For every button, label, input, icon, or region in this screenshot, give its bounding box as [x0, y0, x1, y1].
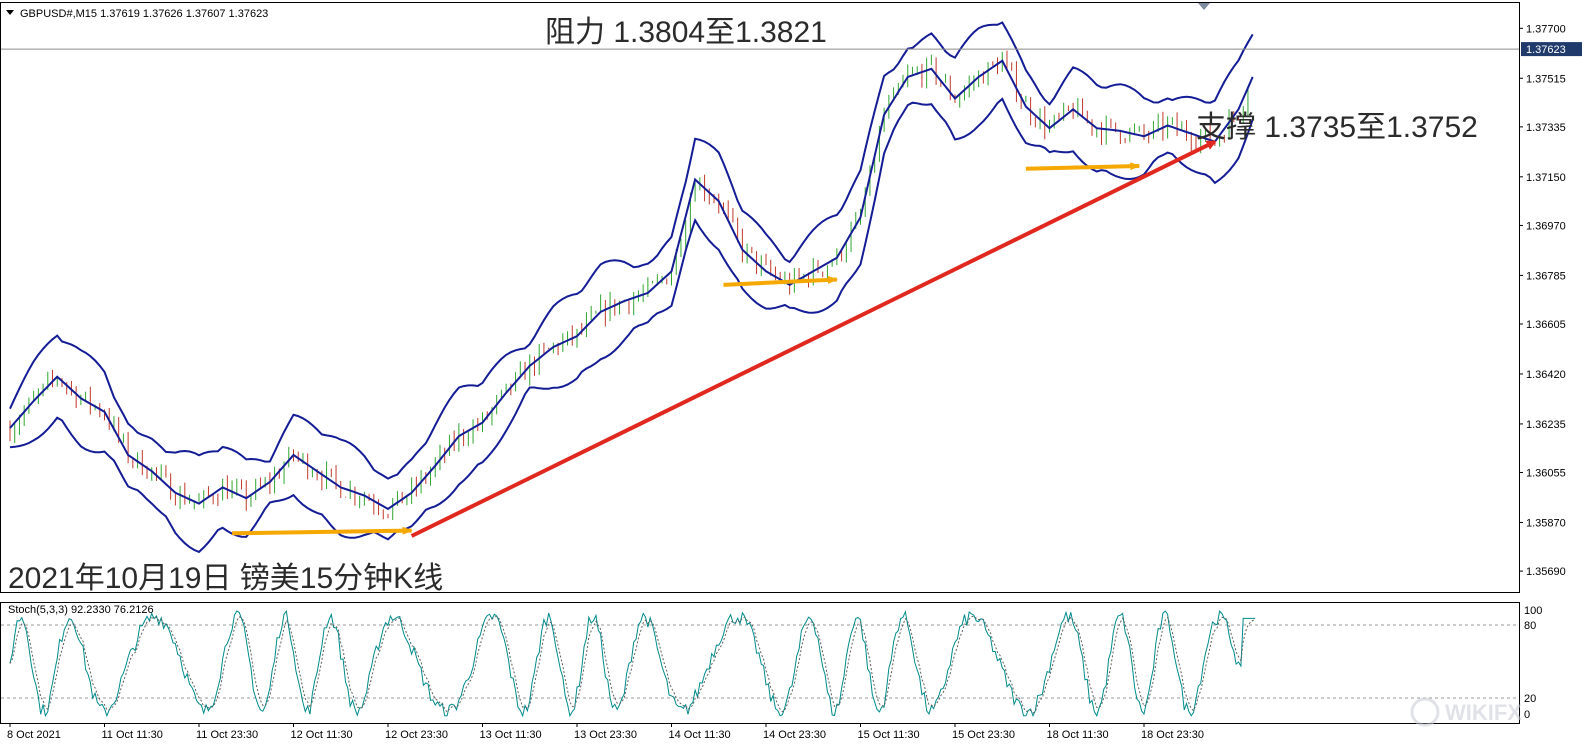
- time-tick-label: 15 Oct 11:30: [858, 729, 920, 741]
- stochastic-series: [9, 609, 1256, 718]
- current-price-tag: 1.37623: [1521, 42, 1582, 57]
- time-axis: 8 Oct 2021 11 Oct 11:30 11 Oct 23:30 12 Oct…: [7, 723, 1204, 741]
- stoch-k-line: [9, 609, 1255, 718]
- price-tick-label: 1.36970: [1526, 220, 1566, 232]
- time-tick-label: 12 Oct 11:30: [291, 729, 353, 741]
- resistance-label: 阻力 1.3804至1.3821: [545, 16, 827, 49]
- stoch-level-0-label: 0: [1524, 709, 1530, 721]
- price-tick-label: 1.37515: [1526, 73, 1566, 85]
- time-tick-label: 8 Oct 2021: [7, 729, 61, 741]
- time-tick-label: 14 Oct 11:30: [669, 729, 731, 741]
- band-middle: [9, 59, 1254, 511]
- price-tick-label: 1.37335: [1526, 122, 1566, 134]
- price-axis: 1.37700 1.37515 1.37335 1.37150 1.36970 1.367…: [1519, 23, 1566, 578]
- wikifx-watermark: WIKIFX: [1410, 697, 1522, 727]
- support-label: 支撑 1.3735至1.3752: [1196, 111, 1478, 144]
- price-tick-label: 1.36055: [1526, 468, 1566, 480]
- stoch-label: Stoch(5,3,3) 92.2330 76.2126: [8, 604, 154, 616]
- main-plot-frame: [0, 2, 1520, 593]
- time-tick-label: 11 Oct 11:30: [102, 729, 163, 741]
- shift-marker-icon[interactable]: [1198, 3, 1210, 10]
- uptrend-line: [410, 139, 1217, 538]
- band-upper: [9, 21, 1254, 480]
- time-tick-label: 12 Oct 23:30: [385, 729, 448, 741]
- chart-caption: 2021年10月19日 镑美15分钟K线: [8, 562, 443, 595]
- current-price-tag-bg: [1521, 42, 1582, 57]
- price-tick-label: 1.37700: [1526, 23, 1566, 35]
- stoch-plot-frame: [0, 602, 1520, 724]
- stoch-level-20-label: 20: [1524, 693, 1536, 705]
- time-tick-label: 13 Oct 23:30: [574, 729, 637, 741]
- watermark-logo-icon: [1410, 697, 1440, 727]
- price-tick-label: 1.36235: [1526, 419, 1566, 431]
- symbol-info: GBPUSD#,M15 1.37619 1.37626 1.37607 1.37…: [20, 8, 268, 20]
- time-tick-label: 18 Oct 11:30: [1047, 729, 1109, 741]
- time-tick-label: 14 Oct 23:30: [763, 729, 826, 741]
- support-arrow: [723, 275, 838, 287]
- support-arrows: [232, 162, 1141, 536]
- price-tick-label: 1.36605: [1526, 319, 1566, 331]
- price-tick-label: 1.37150: [1526, 172, 1566, 184]
- price-tick-label: 1.36785: [1526, 270, 1566, 282]
- time-tick-label: 15 Oct 23:30: [952, 729, 1015, 741]
- time-tick-label: 18 Oct 23:30: [1141, 729, 1204, 741]
- support-arrow: [1025, 162, 1141, 171]
- time-tick-label: 13 Oct 11:30: [480, 729, 542, 741]
- bollinger-bands: [9, 21, 1254, 554]
- stoch-level-lines: [1, 624, 1519, 699]
- time-tick-label: 11 Oct 23:30: [196, 729, 258, 741]
- watermark-text: WIKIFX: [1445, 700, 1522, 725]
- price-tick-label: 1.35870: [1526, 517, 1566, 529]
- collapse-triangle-icon[interactable]: [6, 10, 14, 15]
- current-price-tag-label: 1.37623: [1526, 44, 1566, 56]
- support-arrow: [232, 526, 413, 536]
- stoch-level-100: 100: [1524, 605, 1542, 617]
- price-tick-label: 1.35690: [1526, 566, 1566, 578]
- price-tick-label: 1.36420: [1526, 369, 1566, 381]
- stoch-d-line: [9, 615, 1256, 714]
- stoch-level-80-label: 80: [1524, 620, 1536, 632]
- band-lower: [9, 97, 1254, 554]
